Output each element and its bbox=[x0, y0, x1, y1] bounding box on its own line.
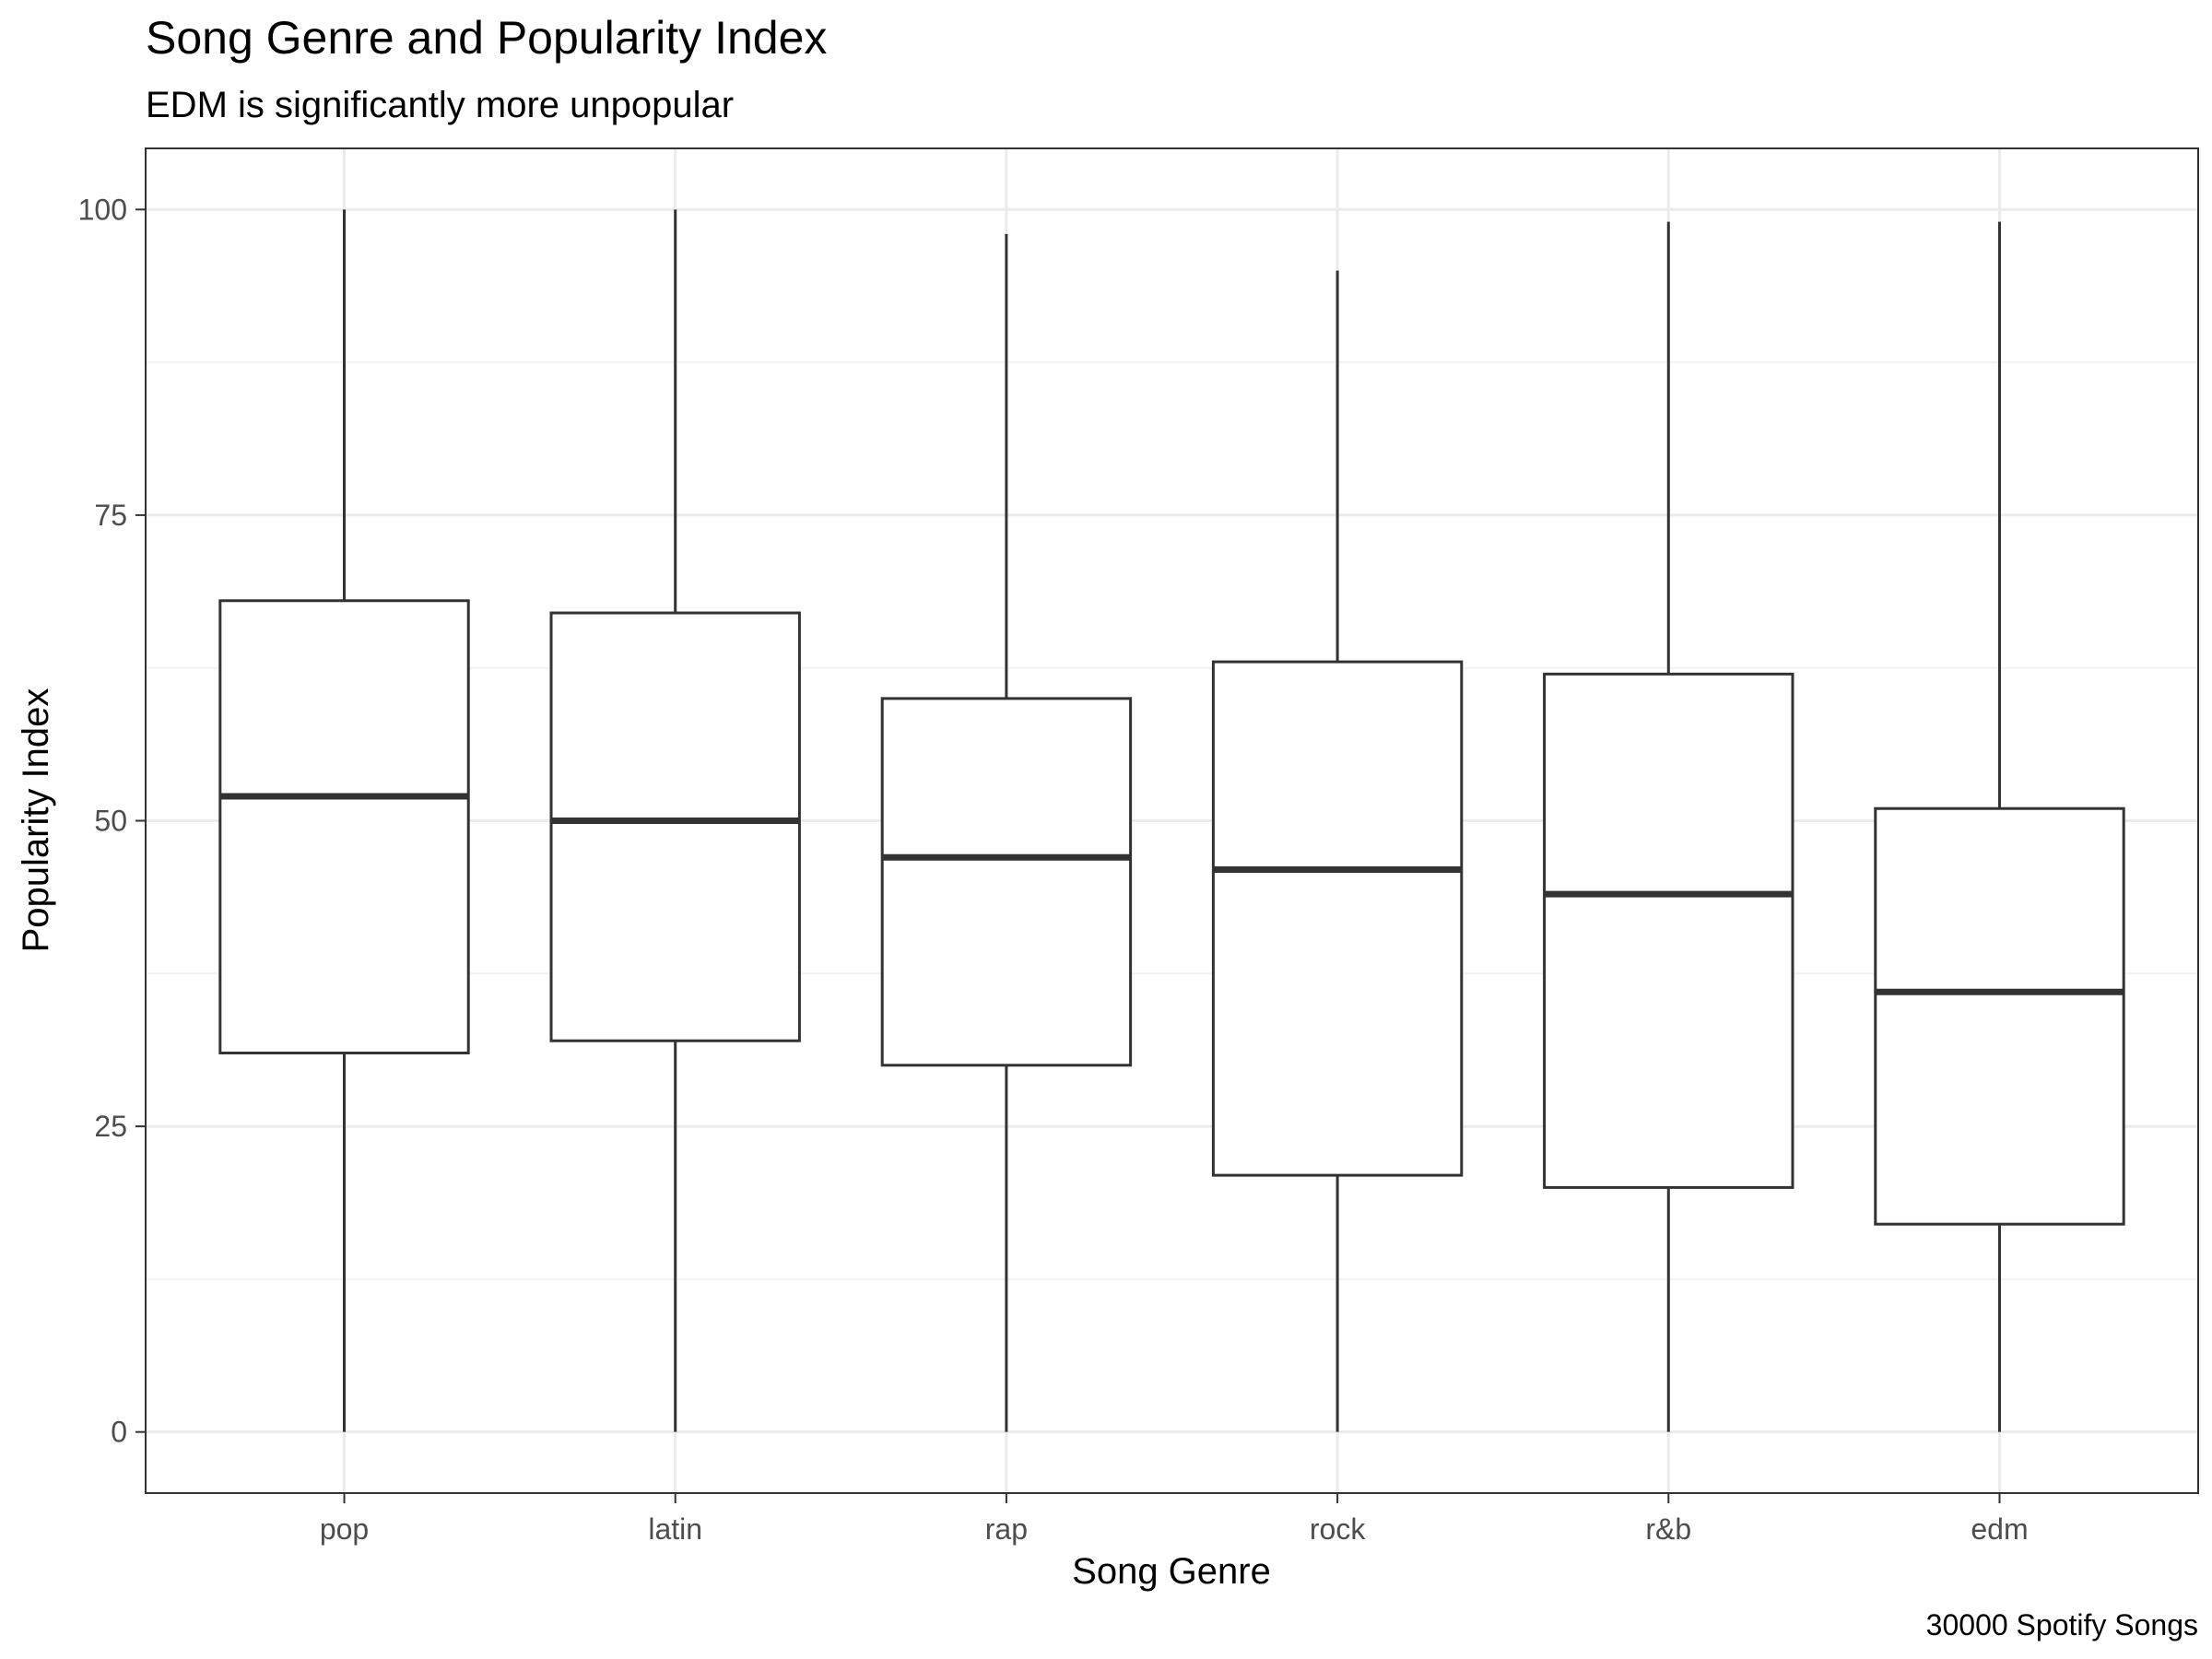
x-tick-label: r&b bbox=[1645, 1512, 1691, 1546]
chart-title: Song Genre and Popularity Index bbox=[146, 12, 827, 64]
chart-subtitle: EDM is significantly more unpopular bbox=[146, 85, 734, 125]
box-pop bbox=[218, 209, 470, 1432]
minor-grid bbox=[146, 361, 2198, 1280]
x-tick-label: latin bbox=[648, 1512, 702, 1546]
box-iqr bbox=[1211, 660, 1464, 1177]
y-tick-label: 75 bbox=[94, 499, 127, 532]
box-iqr bbox=[1543, 672, 1794, 1189]
box-latin bbox=[549, 209, 801, 1432]
box-rock bbox=[1211, 270, 1464, 1432]
y-tick-label: 100 bbox=[78, 193, 127, 226]
x-tick-label: edm bbox=[1971, 1512, 2028, 1546]
box-r&b bbox=[1543, 221, 1794, 1432]
chart-caption: 30000 Spotify Songs bbox=[1926, 1608, 2198, 1641]
box-iqr bbox=[880, 697, 1133, 1067]
x-tick-label: rock bbox=[1310, 1512, 1366, 1546]
x-axis: pop latin rap rock r&b edm bbox=[320, 1493, 2029, 1546]
y-tick-label: 25 bbox=[94, 1110, 127, 1143]
y-tick-label: 0 bbox=[111, 1416, 127, 1449]
x-tick-label: rap bbox=[985, 1512, 1028, 1546]
y-axis: 0 25 50 75 100 bbox=[78, 193, 146, 1449]
boxes bbox=[218, 209, 2125, 1432]
box-iqr bbox=[218, 599, 470, 1055]
y-tick-label: 50 bbox=[94, 805, 127, 838]
y-axis-title: Popularity Index bbox=[16, 688, 56, 953]
box-rap bbox=[880, 233, 1133, 1432]
x-tick-label: pop bbox=[320, 1512, 369, 1546]
box-iqr bbox=[549, 611, 801, 1042]
box-edm bbox=[1874, 221, 2125, 1432]
box-iqr bbox=[1874, 806, 2125, 1226]
x-axis-title: Song Genre bbox=[1072, 1551, 1271, 1592]
